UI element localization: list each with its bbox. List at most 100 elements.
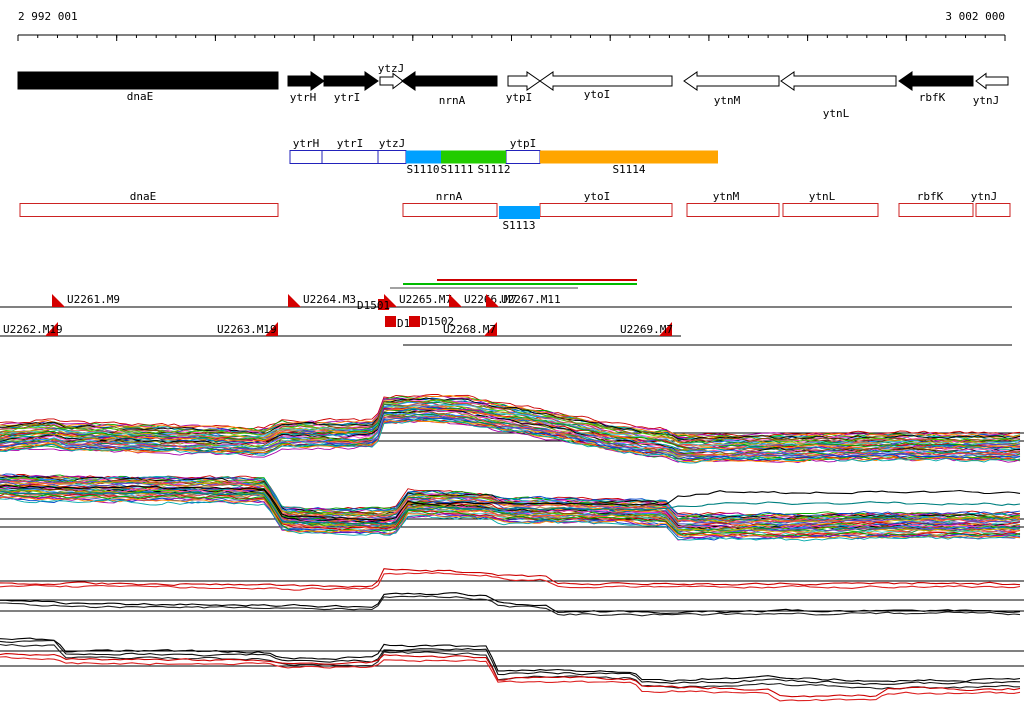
probe-flag-U2263.M19[interactable] — [265, 322, 278, 336]
gene-label-rbfK: rbfK — [919, 91, 946, 104]
probe-flag-U2264.M3[interactable] — [288, 294, 301, 307]
gene-arrow-ytrI[interactable] — [323, 71, 379, 91]
segment-label-S1110: S1110 — [406, 163, 439, 176]
gene-label-dnaE: dnaE — [127, 90, 154, 103]
expression-panel-mid-trace — [0, 490, 1021, 525]
red-box-label-nrnA: nrnA — [436, 190, 463, 203]
gene-arrow-ytoI[interactable] — [539, 71, 673, 91]
segment-S1114[interactable] — [540, 150, 718, 164]
segment-label-S1111: S1111 — [440, 163, 473, 176]
breakpoint-label-D1502: D1502 — [421, 315, 454, 328]
ruler-end-coordinate: 3 002 000 — [945, 10, 1005, 23]
expression-panel-redblack-trace — [0, 595, 1021, 617]
expression-panel-mid-trace — [0, 484, 1021, 522]
probe-flag-U2262.M19[interactable] — [45, 322, 58, 336]
breakpoint-square-D1502[interactable] — [409, 316, 420, 327]
gene-arrow-ytnM[interactable] — [683, 71, 780, 91]
expression-panel-top-trace — [0, 407, 1021, 450]
gene-label-ytoI: ytoI — [584, 88, 611, 101]
red-box-ytoI[interactable] — [539, 203, 673, 217]
probe-flag-U2261.M9[interactable] — [52, 294, 65, 307]
probe-label-U2263.M19: U2263.M19 — [217, 323, 277, 336]
red-box-label-dnaE: dnaE — [130, 190, 157, 203]
expression-panel-mid-trace — [0, 492, 1021, 538]
expression-panel-redblack-trace — [0, 568, 1021, 588]
red-box-ytnJ[interactable] — [975, 203, 1011, 217]
red-box-label-ytnJ: ytnJ — [971, 190, 998, 203]
expression-panel-bottom-trace — [0, 639, 1021, 685]
probe-flag-U2269.M7[interactable] — [659, 322, 672, 336]
expression-panel-top-trace — [0, 420, 1021, 463]
ruler-start-coordinate: 2 992 001 — [18, 10, 78, 23]
expression-panel-mid-trace — [0, 489, 1021, 533]
expression-panel-mid-trace — [0, 497, 1021, 542]
blue-box-label-ytzJ: ytzJ — [379, 137, 406, 150]
gene-arrow-ytzJ[interactable] — [379, 72, 404, 90]
segment-S1111[interactable] — [441, 150, 473, 164]
gene-label-ytnL: ytnL — [823, 107, 850, 120]
probe-label-U2262.M19: U2262.M19 — [3, 323, 63, 336]
red-box-dnaE[interactable] — [19, 203, 279, 217]
expression-panel-top-trace — [0, 393, 1021, 438]
expression-panel-redblack-trace — [0, 572, 1021, 591]
gene-arrow-ytnJ[interactable] — [975, 72, 1009, 90]
blue-box-label-ytpI: ytpI — [510, 137, 537, 150]
red-box-ytnL[interactable] — [782, 203, 879, 217]
gene-label-ytpI: ytpI — [506, 91, 533, 104]
red-box-rbfK[interactable] — [898, 203, 974, 217]
gene-arrow-ytpI[interactable] — [507, 71, 541, 91]
probe-flag-U2268.M7[interactable] — [484, 322, 497, 336]
probe-label-U2261.M9: U2261.M9 — [67, 293, 120, 306]
segment-S1110[interactable] — [406, 150, 441, 164]
gene-arrow-ytnL[interactable] — [780, 71, 897, 91]
segment-label-S1113: S1113 — [502, 219, 535, 232]
gene-arrow-ytrH[interactable] — [287, 71, 325, 91]
blue-box-ytrI[interactable] — [321, 150, 379, 164]
blue-box-label-ytrI: ytrI — [337, 137, 364, 150]
probe-flag-U2266.M7[interactable] — [449, 294, 462, 307]
expression-panel-mid-trace — [0, 475, 1021, 519]
segment-S1112[interactable] — [473, 150, 506, 164]
probe-label-U2265.M7: U2265.M7 — [399, 293, 452, 306]
segment-label-S1112: S1112 — [477, 163, 510, 176]
expression-panel-bottom-trace — [0, 656, 1021, 702]
expression-panel-top-trace — [0, 395, 1021, 439]
blue-box-ytpI[interactable] — [505, 150, 541, 164]
expression-panel-mid-trace — [0, 495, 1021, 539]
gene-arrow-rbfK[interactable] — [898, 71, 974, 91]
breakpoint-label-D1501: D1501 — [357, 299, 390, 312]
segment-label-S1114: S1114 — [612, 163, 645, 176]
expression-panel-bottom-trace — [0, 653, 1021, 698]
gene-arrow-dnaE[interactable] — [17, 71, 279, 90]
probe-label-U2269.M7: U2269.M7 — [620, 323, 673, 336]
breakpoint-square-D1501[interactable] — [378, 299, 389, 310]
probe-flag-U2267.M11[interactable] — [486, 294, 499, 307]
expression-panel-mid-trace — [0, 473, 1021, 517]
segment-S1113[interactable] — [499, 206, 540, 219]
red-box-label-ytnL: ytnL — [809, 190, 836, 203]
probe-label-U2268.M7: U2268.M7 — [443, 323, 496, 336]
blue-box-ytrH[interactable] — [289, 150, 323, 164]
expression-panel-redblack-trace — [0, 592, 1021, 614]
expression-panel-top-trace — [0, 413, 1021, 458]
probe-label-U2264.M3: U2264.M3 — [303, 293, 356, 306]
expression-panel-mid-trace — [0, 482, 1021, 528]
gene-arrow-nrnA[interactable] — [401, 71, 498, 91]
blue-box-label-ytrH: ytrH — [293, 137, 320, 150]
red-box-label-ytoI: ytoI — [584, 190, 611, 203]
gene-label-ytrI: ytrI — [334, 91, 361, 104]
expression-panel-bottom-trace — [0, 637, 1021, 683]
red-box-nrnA[interactable] — [402, 203, 498, 217]
gene-label-ytzJ: ytzJ — [378, 62, 405, 75]
red-box-label-ytnM: ytnM — [713, 190, 740, 203]
expression-panel-top-trace — [0, 408, 1020, 452]
gene-label-ytnM: ytnM — [714, 94, 741, 107]
red-box-ytnM[interactable] — [686, 203, 780, 217]
red-box-label-rbfK: rbfK — [917, 190, 944, 203]
breakpoint-square-D15[interactable] — [385, 316, 396, 327]
expression-panel-top-trace — [0, 418, 1021, 464]
gene-label-nrnA: nrnA — [439, 94, 466, 107]
blue-box-ytzJ[interactable] — [377, 150, 407, 164]
